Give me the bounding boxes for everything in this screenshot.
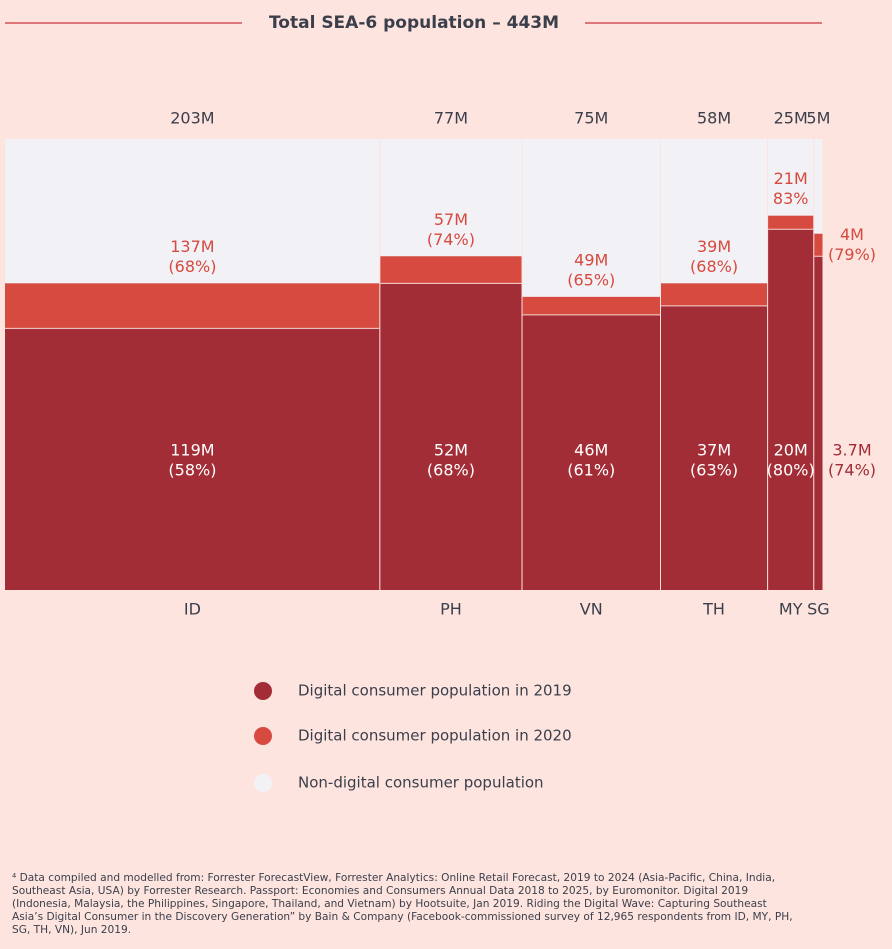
value-label-2019: 52M	[434, 441, 468, 460]
digital-2019-segment	[380, 283, 522, 590]
share-label-2019: (68%)	[427, 461, 475, 480]
value-label-2020: 137M	[170, 237, 214, 256]
total-label: 75M	[574, 109, 608, 128]
digital-2020-segment	[661, 283, 768, 306]
digital-2019-segment	[768, 229, 814, 590]
x-tick-label: VN	[580, 600, 603, 619]
digital-2019-segment	[522, 314, 661, 590]
footnote: Southeast Asia, USA) by Forrester Resear…	[12, 885, 748, 897]
digital-2019-segment	[661, 305, 768, 590]
legend-label: Non-digital consumer population	[298, 774, 544, 792]
share-label-2019: (63%)	[690, 461, 738, 480]
legend-label: Digital consumer population in 2019	[298, 682, 572, 700]
digital-2019-segment	[814, 256, 823, 590]
digital-2020-segment	[768, 215, 814, 230]
legend-swatch	[254, 682, 272, 700]
share-label-2020: (74%)	[427, 230, 475, 249]
x-tick-label: ID	[184, 600, 201, 619]
value-label-2020: 49M	[574, 250, 608, 269]
x-tick-label: SG	[807, 600, 830, 619]
total-label: 5M	[806, 109, 830, 128]
share-label-2020: (68%)	[168, 257, 216, 276]
digital-2020-segment	[814, 233, 823, 257]
x-tick-label: PH	[440, 600, 462, 619]
total-label: 203M	[170, 109, 214, 128]
footnote: Asia’s Digital Consumer in the Discovery…	[12, 911, 793, 923]
share-label-2020: (65%)	[567, 270, 615, 289]
total-label: 77M	[434, 109, 468, 128]
digital-2019-segment	[5, 328, 380, 590]
share-label-2020: (79%)	[828, 245, 876, 264]
share-label-2020: (68%)	[690, 257, 738, 276]
value-label-2020: 21M	[774, 169, 808, 188]
digital-2020-segment	[5, 283, 380, 329]
value-label-2019: 37M	[697, 441, 731, 460]
footnote: SG, TH, VN), Jun 2019.	[12, 924, 131, 936]
footnote: ⁴ Data compiled and modelled from: Forre…	[12, 872, 775, 884]
value-label-2020: 57M	[434, 210, 468, 229]
value-label-2019: 119M	[170, 441, 214, 460]
share-label-2020: 83%	[773, 189, 809, 208]
share-label-2019: (58%)	[168, 461, 216, 480]
x-tick-label: TH	[702, 600, 725, 619]
footnote: (Indonesia, Malaysia, the Philippines, S…	[12, 898, 767, 910]
value-label-2020: 4M	[840, 225, 864, 244]
total-label: 25M	[774, 109, 808, 128]
legend-swatch	[254, 727, 272, 745]
share-label-2019: (61%)	[567, 461, 615, 480]
value-label-2019: 46M	[574, 441, 608, 460]
value-label-2020: 39M	[697, 237, 731, 256]
chart-title: Total SEA-6 population – 443M	[269, 13, 559, 33]
x-tick-label: MY	[779, 600, 803, 619]
share-label-2019: (80%)	[767, 461, 815, 480]
value-label-2019: 3.7M	[832, 441, 871, 460]
legend-label: Digital consumer population in 2020	[298, 727, 572, 745]
digital-2020-segment	[522, 296, 661, 315]
digital-2020-segment	[380, 256, 522, 284]
total-label: 58M	[697, 109, 731, 128]
legend-swatch	[254, 774, 272, 792]
share-label-2019: (74%)	[828, 461, 876, 480]
value-label-2019: 20M	[774, 441, 808, 460]
